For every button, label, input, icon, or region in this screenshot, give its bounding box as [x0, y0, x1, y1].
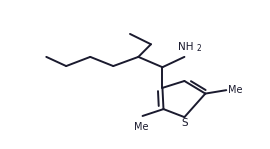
- Text: 2: 2: [197, 44, 202, 53]
- Text: S: S: [181, 118, 188, 128]
- Text: NH: NH: [178, 42, 193, 52]
- Text: Me: Me: [228, 85, 243, 95]
- Text: Me: Me: [134, 122, 149, 132]
